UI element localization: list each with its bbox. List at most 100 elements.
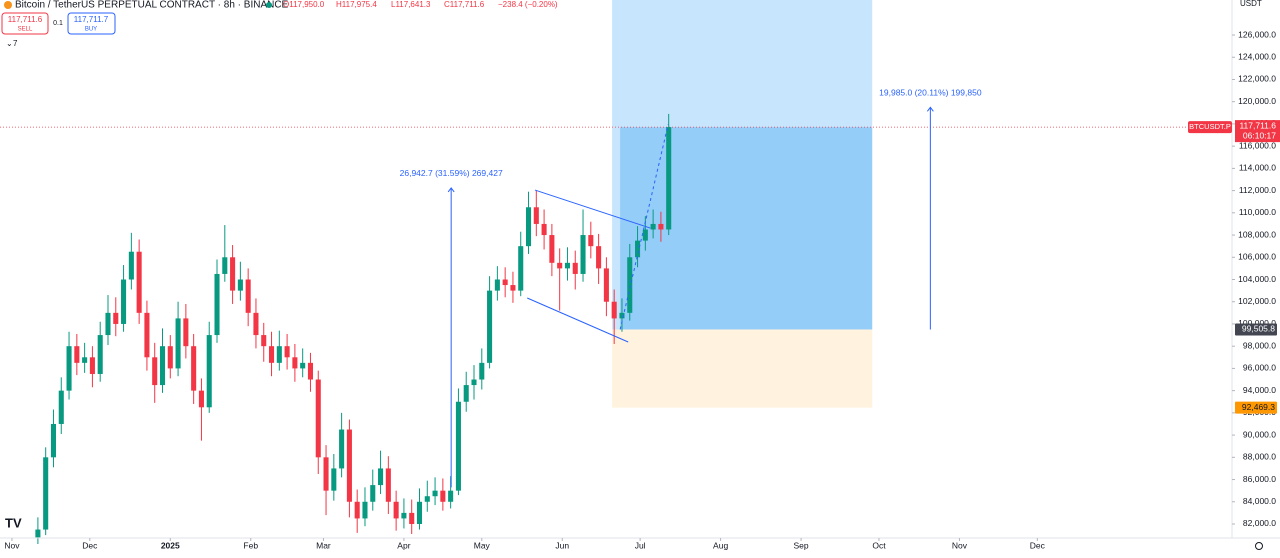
candle-body	[50, 423, 57, 458]
candle-body	[596, 246, 602, 269]
candle-body	[518, 246, 524, 291]
candle-body	[440, 490, 446, 502]
candle-body	[533, 207, 539, 224]
candle-body	[35, 529, 41, 538]
candle-body	[658, 223, 664, 230]
ohlc-value: −238.4 (−0.20%)	[498, 0, 558, 9]
buy-price: 117,711.7	[74, 15, 109, 24]
candle-body	[619, 312, 625, 319]
buy-label: BUY	[85, 27, 97, 33]
candle-body	[152, 357, 158, 386]
candle-body	[362, 501, 368, 519]
candle-body	[370, 485, 376, 502]
indicator-toggle[interactable]: ⌄	[6, 39, 13, 48]
candle-body	[611, 301, 617, 319]
candle-body	[401, 512, 407, 519]
candle-body	[214, 273, 220, 336]
sell-button[interactable]	[1, 12, 49, 35]
channel-line	[527, 297, 629, 343]
last-price-label: 117,711.6	[1239, 120, 1276, 130]
candle-body	[416, 501, 423, 524]
symbol-label: BTCUSDT.P	[1189, 122, 1231, 131]
candle-body	[479, 362, 485, 380]
measure-label: 19,985.0 (20.11%) 199,850	[879, 88, 982, 98]
candle-body	[315, 379, 321, 458]
candle-body	[424, 496, 430, 502]
entry-tag	[1235, 323, 1277, 336]
x-tick-label: Jul	[635, 540, 646, 550]
candle-body	[222, 257, 228, 274]
candle-body	[268, 346, 275, 363]
candle-body	[666, 127, 672, 230]
plot-area: 26,942.7 (31.59%) 269,427 19,985.0 (20.11…	[0, 0, 1232, 545]
candle-body	[541, 223, 547, 236]
stop-zone	[612, 329, 873, 408]
arrow-head	[447, 187, 455, 193]
measure-label: 26,942.7 (31.59%) 269,427	[400, 168, 503, 178]
candle-body	[494, 279, 500, 291]
candle-body	[284, 346, 290, 358]
x-tick-label: Oct	[872, 540, 886, 550]
candle-body	[253, 312, 259, 336]
stop-tag	[1235, 401, 1277, 414]
candle-body	[245, 279, 251, 313]
candle-body	[603, 268, 609, 302]
candle-body	[580, 235, 586, 274]
y-tick-label: 102,000.0	[1238, 296, 1276, 306]
candle-body	[121, 279, 127, 324]
ohlc-value: O117,950.0	[283, 0, 325, 9]
candle-body	[66, 346, 72, 391]
y-tick-label: 120,000.0	[1238, 96, 1276, 106]
candle-body	[89, 357, 95, 374]
candle-body	[128, 251, 134, 280]
candle-body	[58, 390, 64, 424]
candle-body	[97, 335, 103, 374]
buy-button[interactable]	[67, 12, 116, 35]
ohlc-value: C117,711.6	[444, 0, 485, 9]
y-tick-label: 98,000.0	[1243, 340, 1276, 350]
candle-body	[292, 357, 298, 369]
x-tick-label: Aug	[713, 540, 728, 550]
candle-body	[198, 390, 204, 408]
x-tick-label: May	[474, 540, 491, 550]
candle-body	[448, 490, 454, 502]
x-tick-label: Sep	[794, 540, 809, 550]
candle-body	[331, 468, 337, 491]
quantity: 0.1	[53, 20, 63, 27]
y-tick-label: 104,000.0	[1238, 274, 1276, 284]
candle-body	[510, 285, 516, 291]
candle-body	[183, 318, 189, 347]
y-tick-label: 116,000.0	[1239, 140, 1276, 150]
candle-body	[191, 346, 197, 391]
ohlc-value: H117,975.4	[336, 0, 377, 9]
candle-body	[557, 262, 563, 269]
candle-body	[159, 346, 166, 386]
y-tick-label: 86,000.0	[1243, 474, 1276, 484]
y-tick-label: 100,000.0	[1238, 318, 1276, 328]
x-tick-label: Dec	[1030, 540, 1046, 550]
indicator-count[interactable]: 7	[13, 39, 18, 48]
candle-body	[346, 429, 352, 502]
candle-body	[502, 279, 508, 286]
candle-body	[588, 235, 594, 247]
x-tick-label: 2025	[161, 540, 180, 550]
candle-body	[74, 346, 80, 363]
candle-body	[206, 335, 212, 408]
y-tick-label: 88,000.0	[1243, 452, 1276, 462]
sell-price: 117,711.6	[8, 15, 43, 24]
candle-body	[300, 362, 306, 369]
candle-body	[642, 229, 648, 241]
countdown: 06:10:17	[1243, 130, 1276, 140]
settings-icon[interactable]	[1255, 542, 1263, 550]
y-tick-label: 112,000.0	[1239, 185, 1276, 195]
y-tick-label: 106,000.0	[1238, 252, 1276, 262]
candle-body	[393, 501, 399, 519]
candle-body	[113, 312, 119, 324]
candle-body	[175, 318, 181, 369]
candle-body	[572, 262, 578, 274]
x-tick-label: Apr	[397, 540, 410, 550]
y-tick-label: 90,000.0	[1243, 429, 1276, 439]
y-tick-label: 114,000.0	[1239, 163, 1276, 173]
